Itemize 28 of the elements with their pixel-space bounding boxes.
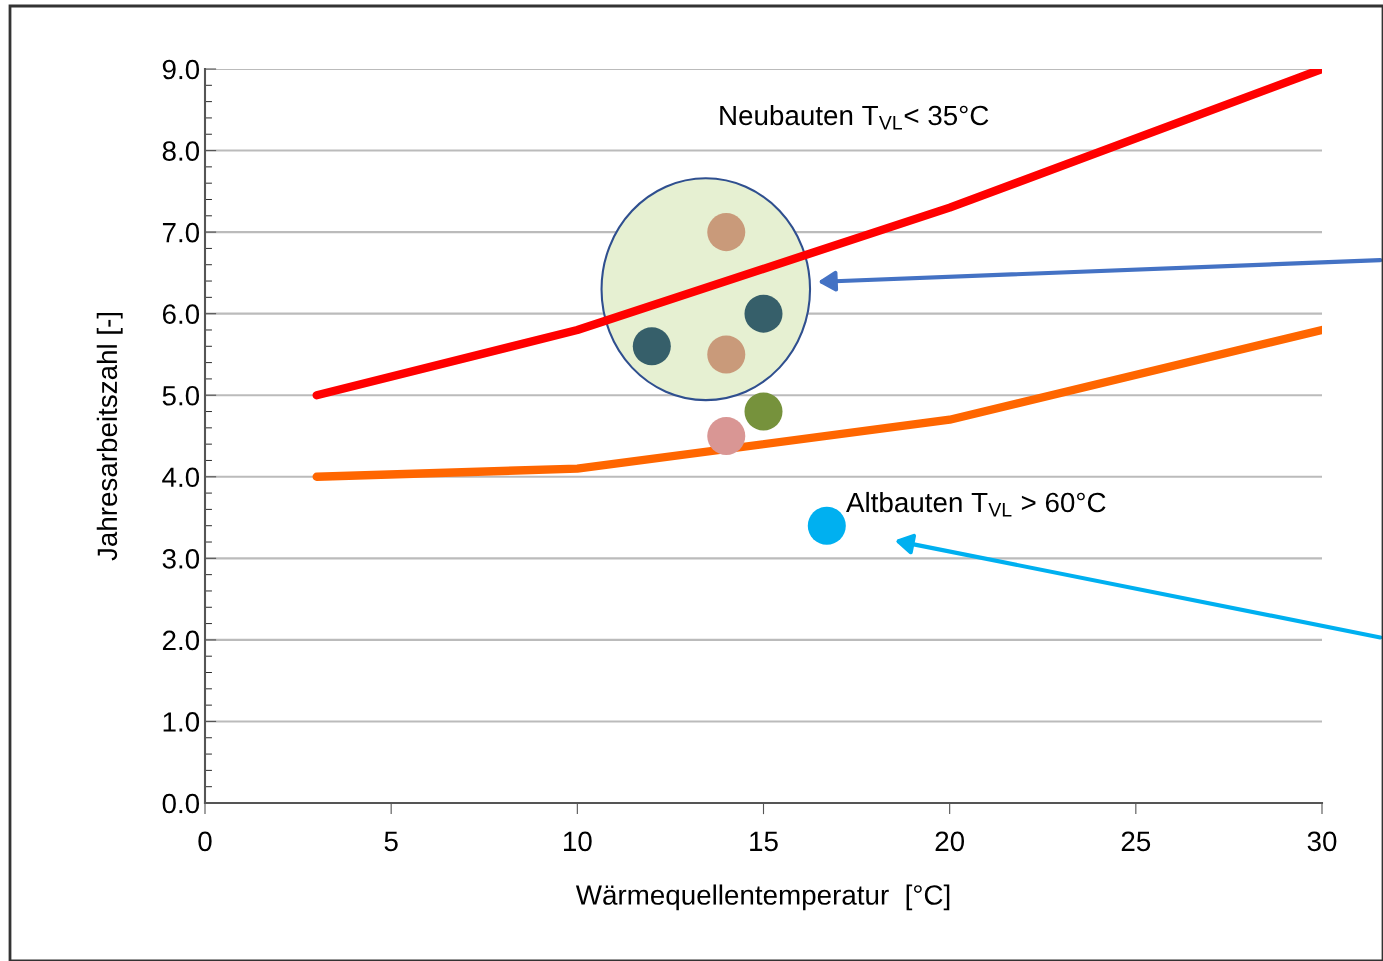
y-tick-label: 0.0 — [162, 793, 200, 814]
x-tick-label: 20 — [935, 831, 965, 852]
x-tick-label: 5 — [384, 831, 398, 852]
annotation: Neubauten T$_{VL}$< 35°C — [720, 104, 989, 130]
y-tick-label: 7.0 — [162, 222, 200, 243]
point — [807, 506, 846, 545]
x-tick-label: 15 — [750, 831, 778, 852]
point — [744, 294, 783, 333]
point — [707, 416, 746, 456]
y-tick-label: 4.0 — [162, 467, 200, 488]
x-tick-label: 25 — [1121, 831, 1151, 852]
point — [707, 335, 746, 374]
y-tick-label: 6.0 — [162, 304, 200, 325]
x-tick-label: 0 — [198, 831, 212, 852]
y-tick-label: 1.0 — [163, 712, 200, 732]
y-tick-label: 5.0 — [162, 385, 200, 406]
y-tick-label: 3.0 — [162, 549, 200, 569]
x-tick-label: 30 — [1307, 831, 1337, 852]
annotation: Altbauten T$_{VL}$ > 60°C — [846, 491, 1106, 517]
point — [744, 392, 783, 431]
point — [632, 327, 671, 366]
y-axis-title: Jahresarbeitszahl [-] — [96, 312, 123, 561]
y-tick-label: 8.0 — [162, 141, 200, 161]
y-tick-label: 2.0 — [162, 630, 200, 651]
x-tick-label: 10 — [564, 831, 592, 852]
y-tick-label: 9.0 — [162, 59, 200, 80]
point — [707, 213, 746, 252]
x-axis-title: Wärmequellentemperatur [°C] — [575, 884, 950, 911]
